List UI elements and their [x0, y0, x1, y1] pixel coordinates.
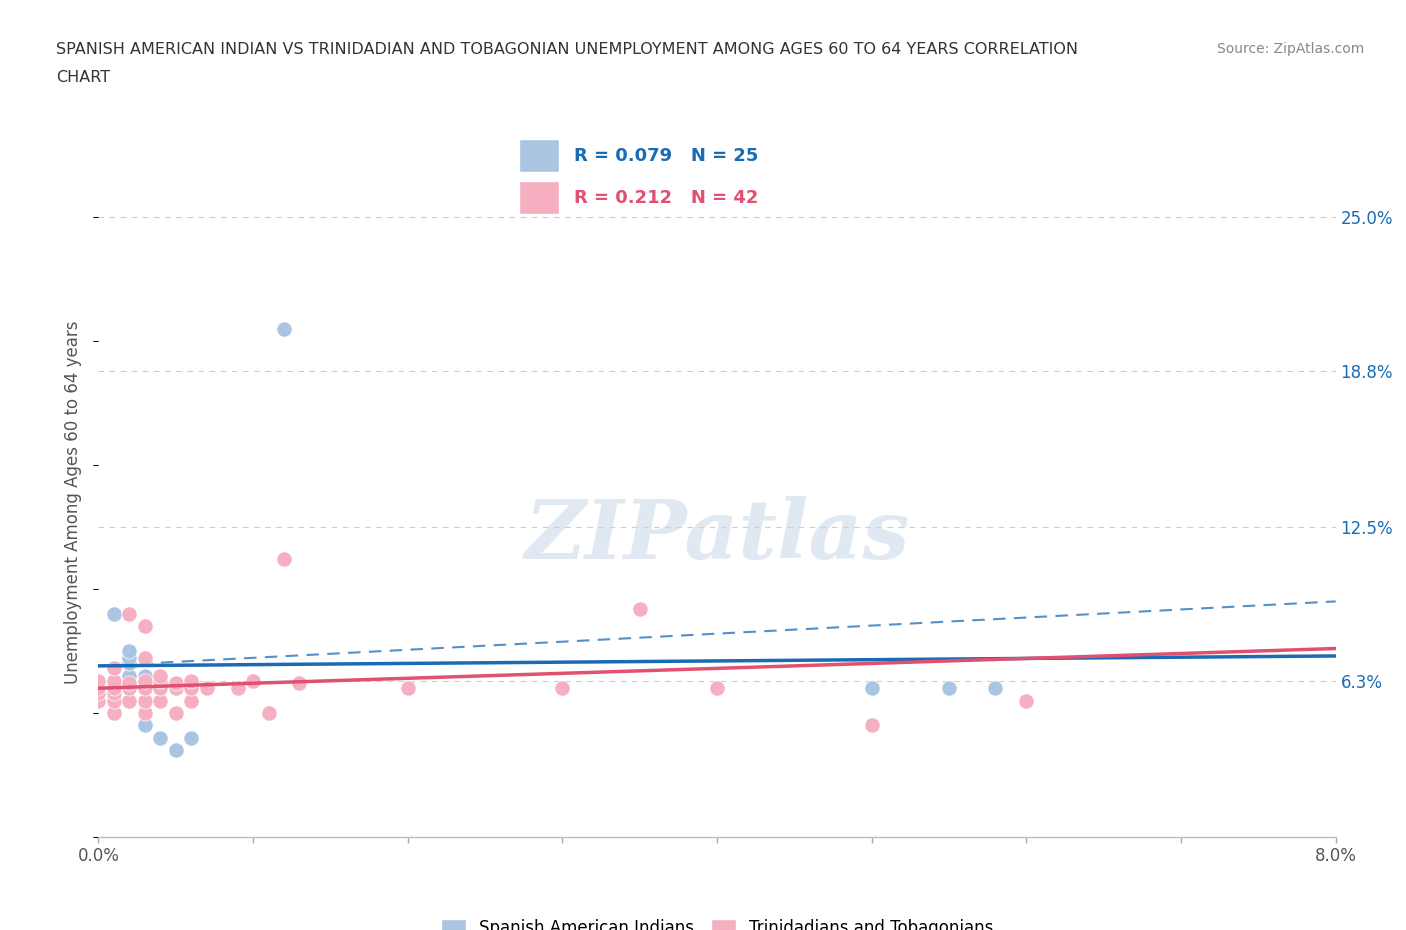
Point — [118, 669, 141, 684]
Point — [134, 706, 156, 721]
Point — [134, 618, 156, 633]
Point — [118, 644, 141, 658]
Point — [134, 681, 156, 696]
Point — [149, 681, 172, 696]
Point — [134, 718, 156, 733]
Point — [103, 688, 125, 703]
Point — [118, 693, 141, 708]
Point — [149, 681, 172, 696]
Text: CHART: CHART — [56, 70, 110, 85]
Point — [118, 676, 141, 691]
Bar — [519, 140, 558, 172]
Point — [87, 681, 110, 696]
Point — [103, 606, 125, 621]
Point — [118, 681, 141, 696]
Point — [87, 693, 110, 708]
Point — [103, 661, 125, 676]
Point — [180, 681, 202, 696]
Point — [180, 673, 202, 688]
Y-axis label: Unemployment Among Ages 60 to 64 years: Unemployment Among Ages 60 to 64 years — [65, 321, 83, 684]
Point — [165, 681, 187, 696]
Text: Source: ZipAtlas.com: Source: ZipAtlas.com — [1216, 42, 1364, 56]
Point — [118, 651, 141, 666]
Point — [87, 676, 110, 691]
Text: R = 0.079   N = 25: R = 0.079 N = 25 — [574, 147, 759, 165]
Point — [134, 673, 156, 688]
Point — [165, 681, 187, 696]
Point — [149, 669, 172, 684]
Point — [860, 681, 883, 696]
Point — [103, 676, 125, 691]
Text: SPANISH AMERICAN INDIAN VS TRINIDADIAN AND TOBAGONIAN UNEMPLOYMENT AMONG AGES 60: SPANISH AMERICAN INDIAN VS TRINIDADIAN A… — [56, 42, 1078, 57]
Bar — [519, 181, 558, 214]
Point — [118, 606, 141, 621]
Point — [134, 693, 156, 708]
Point — [165, 743, 187, 758]
Point — [1015, 693, 1038, 708]
Text: R = 0.212   N = 42: R = 0.212 N = 42 — [574, 189, 759, 206]
Point — [984, 681, 1007, 696]
Point — [87, 673, 110, 688]
Point — [288, 676, 311, 691]
Point — [165, 676, 187, 691]
Point — [134, 681, 156, 696]
Point — [257, 706, 280, 721]
Legend: Spanish American Indians, Trinidadians and Tobagonians: Spanish American Indians, Trinidadians a… — [434, 912, 1000, 930]
Point — [180, 681, 202, 696]
Point — [273, 551, 295, 566]
Point — [149, 673, 172, 688]
Point — [242, 673, 264, 688]
Point — [103, 685, 125, 700]
Point — [180, 730, 202, 745]
Point — [103, 681, 125, 696]
Point — [273, 321, 295, 336]
Point — [87, 685, 110, 700]
Point — [149, 693, 172, 708]
Point — [195, 681, 218, 696]
Point — [103, 693, 125, 708]
Text: ZIPatlas: ZIPatlas — [524, 496, 910, 576]
Point — [87, 681, 110, 696]
Point — [134, 693, 156, 708]
Point — [134, 651, 156, 666]
Point — [938, 681, 960, 696]
Point — [860, 718, 883, 733]
Point — [103, 673, 125, 688]
Point — [706, 681, 728, 696]
Point — [226, 681, 249, 696]
Point — [134, 669, 156, 684]
Point — [165, 706, 187, 721]
Point — [103, 706, 125, 721]
Point — [180, 693, 202, 708]
Point — [118, 681, 141, 696]
Point — [149, 730, 172, 745]
Point — [118, 656, 141, 671]
Point — [628, 602, 651, 617]
Point — [103, 681, 125, 696]
Point — [396, 681, 419, 696]
Point — [551, 681, 574, 696]
